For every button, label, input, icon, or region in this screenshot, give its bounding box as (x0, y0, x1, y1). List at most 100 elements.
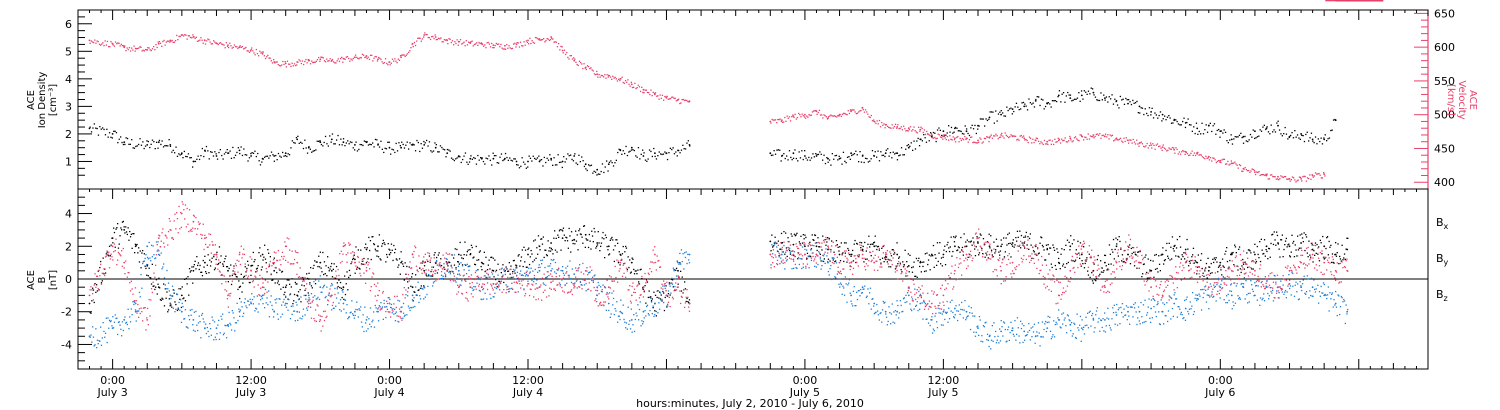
b-by-series-dot (1050, 338, 1052, 340)
velocity-series-dot (479, 42, 481, 45)
ion-density-series-dot (539, 159, 541, 161)
b-by-series-dot (1027, 331, 1029, 333)
ion-density-series-dot (1094, 96, 1097, 98)
velocity-series-dot (547, 38, 549, 40)
velocity-series-dot (453, 44, 455, 46)
b-bx-series-dot (1041, 244, 1044, 247)
velocity-series-dot (476, 42, 478, 44)
b-by-series-dot (268, 290, 270, 292)
b-by-series-dot (152, 245, 154, 247)
velocity-series-dot (817, 111, 819, 114)
b-bx-series-dot (826, 241, 828, 243)
b-bx-series-dot (1079, 242, 1082, 244)
ion-density-series-dot (394, 151, 396, 154)
velocity-series-dot (1133, 141, 1136, 143)
velocity-series-dot (951, 139, 953, 141)
b-bx-series-point (942, 253, 945, 256)
velocity-series-dot (267, 54, 269, 56)
b-by-series-dot (982, 325, 985, 327)
b-by-series-dot (879, 312, 881, 315)
b-by-series-dot (584, 279, 586, 281)
b-bx-series-dot (1329, 246, 1331, 248)
left-ytick-label: 4 (65, 73, 72, 86)
b-by-series-dot (353, 317, 355, 319)
b-by-series-dot (96, 339, 99, 341)
b-bx-series-dot (1208, 266, 1210, 268)
ion-density-series-point (630, 146, 633, 149)
ion-density-series-dot (408, 148, 410, 150)
ion-density-series-dot (316, 140, 318, 142)
ion-density-series-dot (1290, 134, 1292, 137)
ion-density-series-dot (287, 153, 289, 155)
b-bx-series-dot (834, 260, 836, 263)
b-by-series-dot (562, 266, 564, 268)
velocity-series-dot (593, 73, 596, 75)
b-bx-series-dot (515, 264, 517, 266)
b-bx-series-point (423, 269, 426, 272)
ion-density-series-dot (1258, 135, 1260, 137)
velocity-series-dot (936, 137, 938, 139)
ion-density-series-dot (244, 154, 246, 156)
velocity-series-dot (129, 50, 132, 52)
b-bx-series-dot (1092, 282, 1094, 284)
b-bx-series-dot (1259, 241, 1261, 243)
b-ylabel-line: B (37, 276, 48, 283)
velocity-series-dot (192, 34, 194, 36)
velocity-series-dot (288, 63, 290, 65)
ion-density-series-dot (1273, 129, 1275, 131)
velocity-series-dot (1201, 156, 1204, 158)
b-bx-series-dot (373, 243, 376, 246)
b-bx-series-dot (1016, 230, 1019, 232)
b-by-series-dot (247, 300, 250, 302)
ion-density-series-dot (1262, 126, 1264, 128)
b-by-series-dot (1030, 327, 1032, 329)
b-bx-series-dot (622, 245, 624, 248)
b-by-series-dot (1041, 336, 1043, 338)
ion-density-series-dot (1180, 124, 1182, 126)
b-bx-series-dot (155, 279, 158, 281)
velocity-series-dot (1280, 175, 1282, 177)
b-bx-series-dot (314, 260, 316, 262)
b-bx-series-dot (770, 250, 772, 252)
velocity-series-dot (338, 60, 341, 62)
b-by-series-dot (117, 321, 120, 324)
velocity-series-dot (504, 48, 507, 50)
ion-density-series-dot (774, 153, 777, 155)
b-bx-series-dot (255, 268, 258, 270)
b-bx-series-dot (780, 232, 783, 235)
b-by-series-dot (404, 314, 406, 316)
ion-density-series-point (584, 163, 587, 166)
b-bx-series-dot (968, 241, 970, 243)
ion-density-series-dot (1287, 138, 1289, 140)
b-bx-series-dot (1009, 242, 1011, 244)
b-bx-series-dot (586, 239, 588, 241)
b-by-series-dot (634, 318, 636, 321)
b-bx-series-dot (673, 269, 675, 271)
b-bx-series-dot (287, 298, 289, 300)
ion-density-series-dot (363, 140, 365, 142)
b-by-series-dot (350, 311, 352, 313)
velocity-series-dot (786, 115, 788, 117)
ion-density-series-point (1023, 105, 1026, 108)
b-bx-series-dot (1318, 260, 1321, 262)
b-by-series-dot (966, 315, 968, 318)
ion-density-series-dot (344, 145, 346, 147)
b-by-series-dot (483, 275, 485, 277)
ion-density-series-dot (615, 159, 617, 161)
velocity-series-dot (814, 110, 816, 112)
ion-density-series-dot (798, 151, 800, 153)
ion-density-series-point (538, 160, 541, 163)
velocity-series-dot (971, 136, 973, 138)
b-bx-series-dot (428, 275, 430, 277)
velocity-series-dot (451, 40, 454, 42)
ion-density-series-dot (1269, 133, 1271, 135)
ion-density-series-dot (1069, 94, 1072, 96)
velocity-series-dot (905, 130, 907, 132)
velocity-series-dot (916, 132, 919, 134)
ion-density-series-dot (795, 157, 797, 160)
b-bx-series-dot (537, 253, 539, 255)
b-bx-series-dot (806, 258, 808, 260)
velocity-series-dot (1304, 175, 1306, 178)
velocity-series-dot (134, 50, 136, 52)
velocity-series-dot (326, 58, 328, 60)
